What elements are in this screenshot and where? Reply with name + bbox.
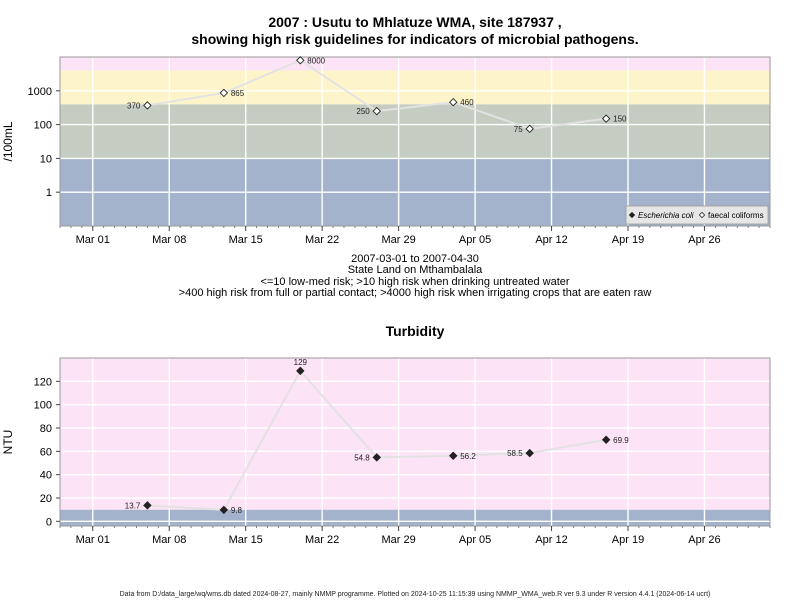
data-label: 54.8 — [354, 453, 370, 462]
data-point — [372, 106, 382, 116]
panel1-title: 2007 : Usutu to Mhlatuze WMA, site 18793… — [268, 14, 561, 30]
footer-note: Data from D:/data_large/wq/wms.db dated … — [120, 591, 711, 598]
y-axis-label: NTU — [1, 430, 15, 455]
risk-band-0 — [60, 509, 770, 526]
y-tick-label: 80 — [40, 423, 52, 435]
x-tick-label: Apr 26 — [688, 534, 720, 546]
y-tick-label: 100 — [34, 120, 52, 132]
data-point — [219, 505, 229, 515]
x-tick-label: Mar 29 — [381, 534, 415, 546]
y-tick-label: 60 — [40, 446, 52, 458]
legend-marker — [698, 211, 706, 219]
legend-marker — [628, 211, 636, 219]
panel2-title: Turbidity — [386, 323, 445, 339]
x-tick-label: Apr 05 — [459, 234, 491, 246]
legend-box — [625, 205, 769, 225]
y-tick-label: 40 — [40, 470, 52, 482]
data-label: 69.9 — [613, 436, 629, 445]
y-tick-label: 20 — [40, 493, 52, 505]
data-point — [143, 501, 152, 510]
data-label: 129 — [294, 358, 308, 367]
x-tick-label: Mar 08 — [152, 234, 186, 246]
x-tick-label: Mar 29 — [381, 234, 415, 246]
data-label: 9.8 — [231, 506, 243, 515]
data-label: 370 — [127, 101, 141, 110]
x-tick-label: Mar 15 — [229, 534, 263, 546]
data-label: 58.5 — [507, 449, 523, 458]
panel1-plot: 1 10 100 1000 Mar 01 Mar 08 Mar 15 Mar 22 Mar 29… — [1, 56, 771, 246]
data-point — [296, 366, 305, 376]
x-tick-label: Apr 26 — [688, 234, 720, 246]
plot-frame — [59, 56, 771, 227]
data-label: 56.2 — [460, 452, 476, 461]
x-tick-label: Mar 01 — [76, 534, 110, 546]
data-point — [372, 453, 382, 462]
data-point — [601, 114, 611, 123]
data-point — [219, 88, 229, 98]
risk-band-3 — [60, 57, 770, 71]
y-tick-label: 10 — [40, 153, 52, 165]
x-tick-label: Apr 19 — [612, 234, 644, 246]
x-tick-label: Apr 12 — [535, 534, 567, 546]
panel2-plot: 0 20 40 60 80 100 120 Mar 01 Mar 08 Mar 15 Mar 22 M… — [1, 357, 771, 546]
plot-frame — [59, 357, 771, 527]
panel1-note-daterange: 2007-03-01 to 2007-04-30 — [351, 253, 479, 265]
x-tick-label: Mar 01 — [76, 234, 110, 246]
data-point — [525, 124, 534, 134]
panel1-note-drinking: <=10 low-med risk; >10 high risk when dr… — [260, 276, 569, 288]
panel1-subtitle: showing high risk guidelines for indicat… — [191, 31, 638, 47]
y-tick-label: 0 — [46, 516, 52, 528]
y-tick-label: 120 — [34, 376, 52, 388]
y-tick-label: 1000 — [28, 86, 52, 98]
panel1-note-site: State Land on Mthambalala — [348, 264, 483, 276]
y-tick-label: 1 — [46, 187, 52, 199]
data-label: 8000 — [307, 56, 325, 65]
y-tick-label: 100 — [34, 400, 52, 412]
x-tick-label: Apr 05 — [459, 534, 491, 546]
data-point — [143, 101, 152, 110]
data-label: 75 — [514, 125, 523, 134]
data-label: 150 — [613, 115, 627, 124]
data-point — [448, 97, 458, 107]
x-tick-label: Mar 08 — [152, 534, 186, 546]
data-label: 865 — [231, 89, 245, 98]
legend-entry: faecal coliforms — [708, 211, 764, 220]
x-tick-label: Apr 19 — [612, 534, 644, 546]
data-label: 250 — [356, 107, 370, 116]
data-point — [448, 451, 458, 461]
risk-band-1 — [60, 104, 770, 159]
x-tick-label: Apr 12 — [535, 234, 567, 246]
data-point — [296, 56, 305, 65]
x-tick-label: Mar 22 — [305, 234, 339, 246]
risk-band-2 — [60, 70, 770, 105]
data-point — [525, 448, 534, 458]
y-axis-label: /100mL — [1, 121, 15, 161]
x-tick-label: Mar 15 — [229, 234, 263, 246]
x-tick-label: Mar 22 — [305, 534, 339, 546]
risk-band-1 — [60, 358, 770, 510]
panel1-note-contact: >400 high risk from full or partial cont… — [179, 287, 652, 299]
data-label: 13.7 — [125, 501, 141, 510]
data-label: 460 — [460, 98, 474, 107]
data-point — [601, 435, 611, 445]
legend-entry: Escherichia coli — [638, 211, 694, 220]
